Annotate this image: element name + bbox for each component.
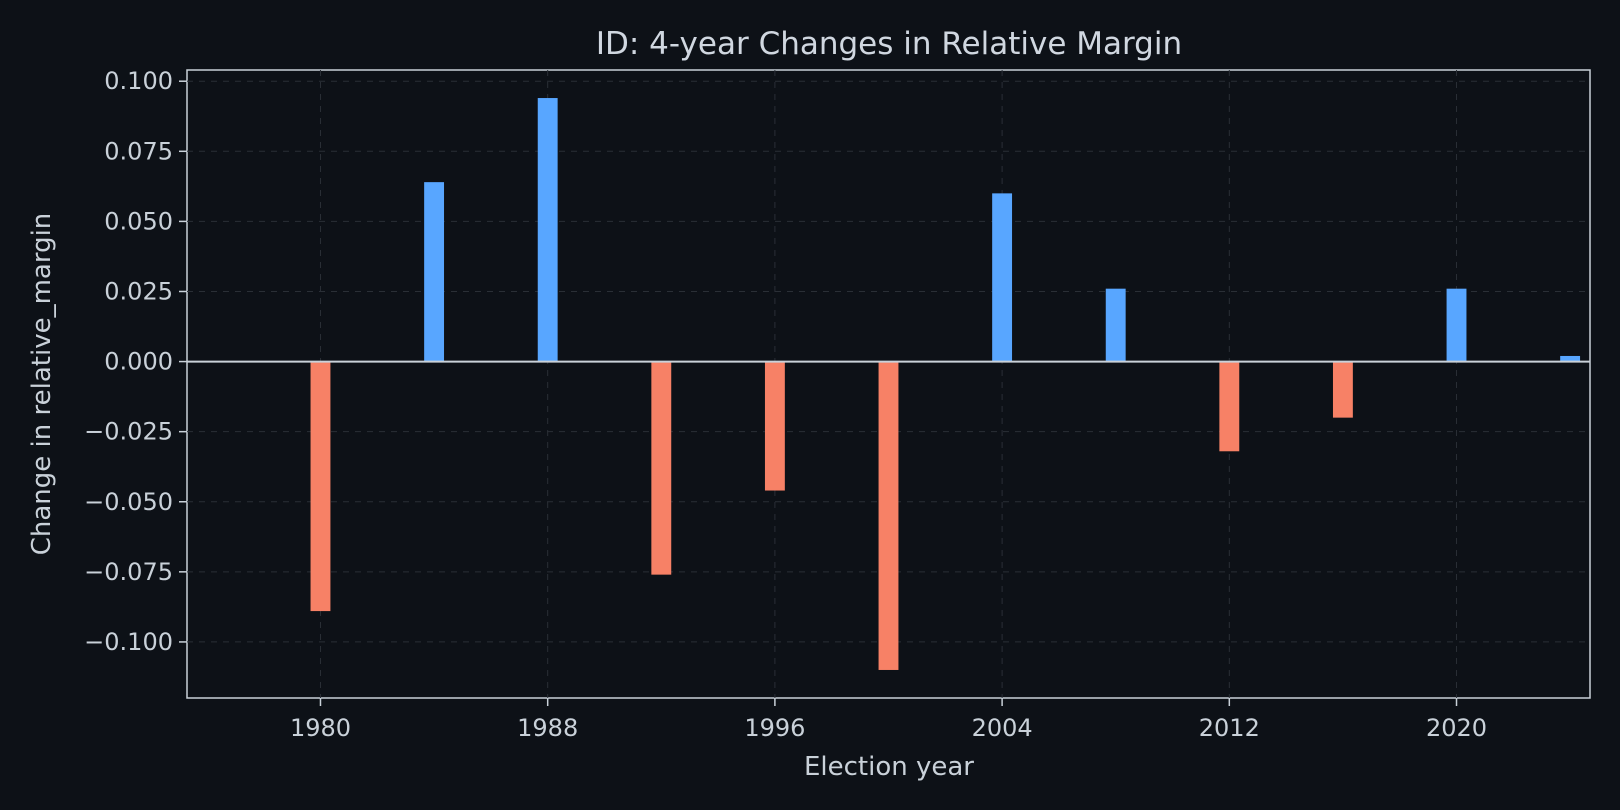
bar-2024 [1560, 355, 1581, 362]
bar-2020 [1446, 288, 1467, 362]
y-tick-label: −0.050 [84, 488, 173, 516]
y-tick-label: −0.075 [84, 558, 173, 586]
x-axis-label: Election year [804, 752, 974, 782]
y-tick-label: −0.025 [84, 418, 173, 446]
x-tick-label: 2012 [1199, 714, 1260, 742]
x-tick-label: 1980 [290, 714, 351, 742]
chart-title: ID: 4-year Changes in Relative Margin [596, 26, 1182, 62]
x-axis: 1980 1988 1996 2004 2012 2020 [290, 698, 1487, 742]
y-axis: 0.100 0.075 0.050 0.025 0.000 −0.025 −0.050 −0.… [84, 67, 187, 656]
x-tick-label: 2020 [1426, 714, 1487, 742]
bars [310, 98, 1581, 670]
y-tick-label: −0.100 [84, 628, 173, 656]
bar-1996 [764, 361, 785, 491]
y-tick-label: 0.075 [104, 137, 173, 165]
y-tick-label: 0.050 [104, 207, 173, 235]
bar-2000 [878, 361, 899, 670]
y-tick-label: 0.100 [104, 67, 173, 95]
bar-2008 [1105, 288, 1126, 362]
bar-1988 [537, 98, 558, 362]
bar-2012 [1219, 361, 1240, 452]
bar-1992 [651, 361, 672, 575]
bar-2004 [992, 193, 1013, 362]
x-tick-label: 2004 [972, 714, 1033, 742]
x-tick-label: 1988 [517, 714, 578, 742]
bar-1980 [310, 361, 331, 612]
y-axis-label: Change in relative_margin [27, 213, 57, 556]
bar-1984 [424, 182, 445, 362]
x-tick-label: 1996 [744, 714, 805, 742]
y-tick-label: 0.025 [104, 277, 173, 305]
bar-2016 [1332, 361, 1353, 418]
y-tick-label: 0.000 [104, 348, 173, 376]
